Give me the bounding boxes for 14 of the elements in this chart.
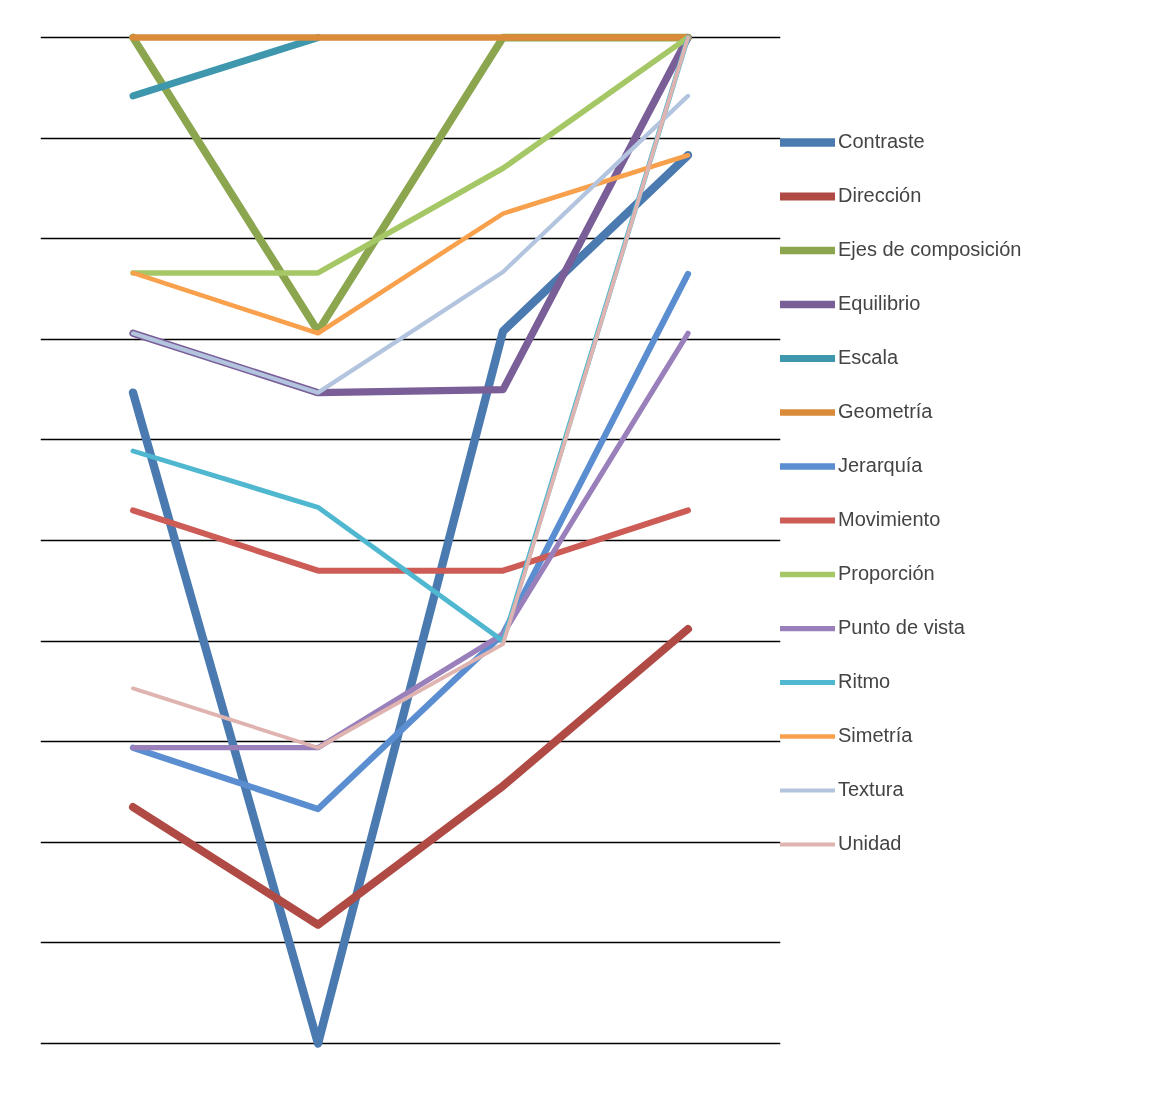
legend-label: Movimiento xyxy=(838,508,941,531)
legend-label: Unidad xyxy=(838,832,902,855)
legend-label: Simetría xyxy=(838,724,913,747)
legend-label: Ritmo xyxy=(838,670,891,693)
legend-label: Equilibrio xyxy=(838,292,921,315)
legend-label: Textura xyxy=(838,778,904,801)
legend-label: Contraste xyxy=(838,130,925,153)
legend-label: Jerarquía xyxy=(838,454,923,477)
legend-label: Dirección xyxy=(838,184,922,207)
legend-label: Ejes de composición xyxy=(838,238,1022,261)
legend-label: Escala xyxy=(838,346,899,369)
legend-label: Geometría xyxy=(838,400,933,423)
legend-label: Proporción xyxy=(838,562,935,585)
legend-label: Punto de vista xyxy=(838,616,965,639)
